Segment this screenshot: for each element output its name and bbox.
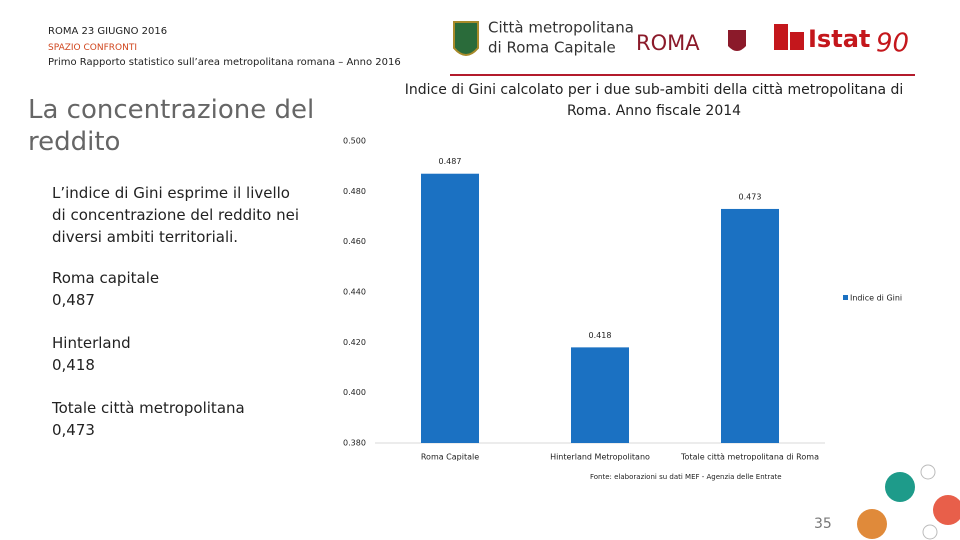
chart-title: Indice di Gini calcolato per i due sub-a… bbox=[404, 82, 904, 119]
y-tick-label: 0.380 bbox=[343, 439, 366, 448]
logo-text: 90 bbox=[876, 29, 909, 59]
value-label: 0.418 bbox=[589, 331, 612, 340]
bar bbox=[421, 173, 479, 443]
x-tick-label: Hinterland Metropolitano bbox=[550, 453, 650, 462]
y-tick-label: 0.420 bbox=[343, 338, 366, 347]
logo-text: di Roma Capitale bbox=[488, 39, 616, 57]
item: Totale città metropolitana 0,473 bbox=[52, 397, 245, 441]
legend-swatch bbox=[843, 295, 848, 300]
y-tick-label: 0.480 bbox=[343, 187, 366, 196]
source: Fonte: elaborazioni su dati MEF - Agenzi… bbox=[590, 473, 782, 481]
y-tick-label: 0.440 bbox=[343, 288, 366, 297]
item: Hinterland 0,418 bbox=[52, 332, 131, 376]
page-number: 35 bbox=[814, 516, 832, 532]
logo-text: Città metropolitana bbox=[488, 19, 634, 37]
slide-title: La concentrazione del reddito bbox=[28, 95, 315, 157]
item-label: Hinterland bbox=[52, 334, 131, 352]
icon bbox=[933, 495, 960, 525]
report: Primo Rapporto statistico sull’area metr… bbox=[48, 57, 401, 68]
logos: Città metropolitana di Roma Capitale ROM… bbox=[450, 19, 915, 76]
x-tick-label: Totale città metropolitana di Roma bbox=[680, 453, 819, 462]
description: L’indice di Gini esprime il livello di c… bbox=[52, 184, 300, 246]
istat-mark bbox=[790, 32, 804, 50]
item-value: 0,418 bbox=[52, 356, 95, 374]
crest bbox=[453, 21, 479, 56]
y-tick-label: 0.400 bbox=[343, 388, 366, 397]
icon bbox=[922, 524, 938, 540]
decorative-icons bbox=[857, 464, 960, 540]
icon bbox=[857, 509, 887, 539]
item-label: Roma capitale bbox=[52, 269, 160, 287]
icon bbox=[885, 472, 915, 502]
x-tick-label: Roma Capitale bbox=[421, 453, 479, 462]
logo-text: Istat bbox=[808, 25, 870, 53]
istat-mark bbox=[774, 24, 788, 50]
value-label: 0.473 bbox=[739, 192, 762, 201]
item-value: 0,487 bbox=[52, 291, 95, 309]
icon bbox=[920, 464, 936, 480]
roma-crest bbox=[728, 30, 746, 51]
item-value: 0,473 bbox=[52, 421, 95, 439]
item: Roma capitale 0,487 bbox=[52, 267, 159, 311]
value-label: 0.487 bbox=[439, 157, 462, 166]
date: ROMA 23 GIUGNO 2016 bbox=[48, 26, 168, 37]
section: SPAZIO CONFRONTI bbox=[48, 43, 137, 53]
legend-label: Indice di Gini bbox=[850, 294, 902, 303]
item-label: Totale città metropolitana bbox=[52, 399, 245, 417]
y-tick-label: 0.460 bbox=[343, 237, 366, 246]
bar bbox=[721, 208, 779, 443]
y-tick-label: 0.500 bbox=[343, 137, 366, 146]
bar bbox=[571, 347, 629, 443]
logo-text: ROMA bbox=[636, 31, 700, 55]
